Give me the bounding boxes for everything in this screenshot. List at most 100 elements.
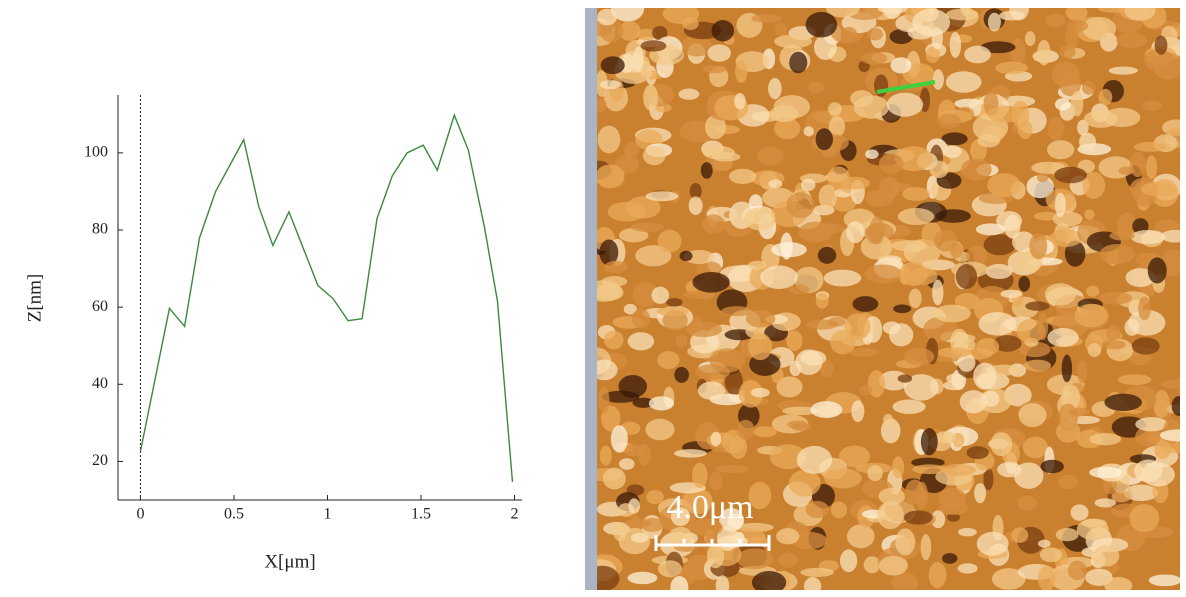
scale-bar bbox=[654, 535, 771, 551]
afm-grain bbox=[1040, 459, 1064, 474]
afm-grain bbox=[788, 469, 821, 497]
afm-grain bbox=[817, 404, 839, 417]
afm-grain bbox=[735, 60, 748, 83]
afm-grain bbox=[955, 264, 978, 289]
afm-grain bbox=[597, 125, 621, 154]
afm-grain bbox=[682, 290, 716, 299]
afm-grain bbox=[943, 380, 965, 391]
afm-grain bbox=[911, 243, 923, 253]
afm-grain bbox=[879, 176, 900, 199]
afm-grain bbox=[711, 20, 735, 42]
afm-grain bbox=[839, 445, 871, 468]
afm-grain bbox=[714, 464, 750, 474]
afm-grain bbox=[877, 501, 904, 530]
afm-grain bbox=[610, 425, 628, 453]
afm-grain bbox=[630, 532, 649, 543]
afm-grain bbox=[736, 419, 755, 441]
afm-grain bbox=[1142, 100, 1162, 111]
afm-grain bbox=[776, 528, 800, 545]
afm-grain bbox=[976, 337, 1000, 356]
afm-grain bbox=[1117, 374, 1152, 386]
afm-grain bbox=[603, 330, 624, 350]
afm-grain bbox=[1153, 390, 1170, 418]
afm-grain bbox=[707, 44, 731, 62]
afm-grain bbox=[941, 463, 977, 476]
afm-grain bbox=[827, 102, 843, 116]
afm-grain bbox=[936, 113, 961, 129]
afm-grain bbox=[839, 549, 858, 573]
afm-grain bbox=[889, 29, 913, 45]
afm-grain bbox=[1135, 426, 1161, 447]
afm-grain bbox=[976, 531, 1009, 556]
afm-grain bbox=[883, 413, 894, 426]
x-tick-label: 1 bbox=[323, 506, 331, 523]
afm-grain bbox=[657, 560, 683, 578]
x-tick-label: 1.5 bbox=[411, 506, 431, 523]
afm-grain bbox=[923, 316, 958, 342]
afm-grain bbox=[815, 128, 833, 151]
afm-grain bbox=[599, 80, 622, 90]
afm-grain bbox=[1046, 140, 1075, 160]
afm-grain bbox=[957, 353, 976, 372]
afm-grain bbox=[729, 168, 757, 184]
afm-grain bbox=[1154, 440, 1171, 460]
afm-grain bbox=[600, 56, 625, 75]
afm-grain bbox=[657, 351, 680, 370]
afm-grain bbox=[935, 209, 971, 223]
afm-grain bbox=[1109, 231, 1135, 241]
afm-grain bbox=[599, 239, 619, 266]
afm-grain bbox=[750, 387, 770, 398]
afm-grain bbox=[1089, 466, 1122, 479]
afm-grain bbox=[748, 481, 772, 510]
afm-grain bbox=[643, 84, 659, 111]
afm-grain bbox=[907, 25, 934, 40]
afm-grain bbox=[1086, 285, 1100, 297]
afm-grain bbox=[769, 105, 799, 123]
afm-grain bbox=[877, 8, 908, 14]
afm-grain bbox=[815, 292, 829, 309]
y-tick-label: 20 bbox=[92, 452, 108, 469]
afm-grain bbox=[1037, 39, 1051, 66]
afm-grain bbox=[1018, 275, 1030, 292]
afm-grain bbox=[1057, 474, 1079, 490]
afm-grain bbox=[920, 428, 938, 456]
afm-grain bbox=[1065, 8, 1088, 21]
afm-grain bbox=[760, 265, 798, 289]
afm-grain bbox=[1049, 229, 1083, 247]
afm-grain bbox=[966, 245, 988, 266]
afm-grain bbox=[1070, 504, 1089, 521]
afm-grain bbox=[789, 51, 808, 74]
afm-grain bbox=[1064, 240, 1086, 267]
afm-grain bbox=[688, 196, 703, 216]
afm-grain bbox=[744, 207, 776, 231]
afm-grain bbox=[1010, 38, 1026, 65]
afm-grain bbox=[1140, 182, 1177, 197]
afm-grain bbox=[859, 385, 873, 396]
afm-grain bbox=[826, 8, 860, 18]
afm-grain bbox=[734, 92, 746, 110]
afm-grain bbox=[1011, 527, 1029, 543]
afm-grain bbox=[745, 310, 776, 328]
afm-grain bbox=[824, 468, 862, 489]
afm-grain bbox=[778, 552, 798, 568]
afm-grain bbox=[932, 69, 944, 90]
afm-grain bbox=[839, 176, 870, 190]
afm-grain bbox=[920, 534, 932, 561]
afm-grain bbox=[682, 487, 713, 515]
afm-grain bbox=[1026, 175, 1054, 199]
y-tick-label: 100 bbox=[84, 144, 108, 161]
y-axis-label: Z[nm] bbox=[24, 274, 45, 323]
afm-grain bbox=[791, 422, 811, 432]
afm-grain bbox=[1025, 301, 1050, 311]
afm-grain bbox=[747, 260, 767, 271]
afm-grain bbox=[983, 234, 1016, 256]
afm-grain bbox=[987, 173, 1021, 198]
afm-grain bbox=[878, 487, 906, 505]
afm-grain bbox=[795, 349, 823, 375]
afm-grain bbox=[1059, 71, 1082, 97]
afm-grain bbox=[1045, 13, 1066, 28]
afm-grain bbox=[1097, 8, 1127, 13]
afm-grain bbox=[798, 221, 834, 243]
afm-grain bbox=[974, 483, 987, 504]
